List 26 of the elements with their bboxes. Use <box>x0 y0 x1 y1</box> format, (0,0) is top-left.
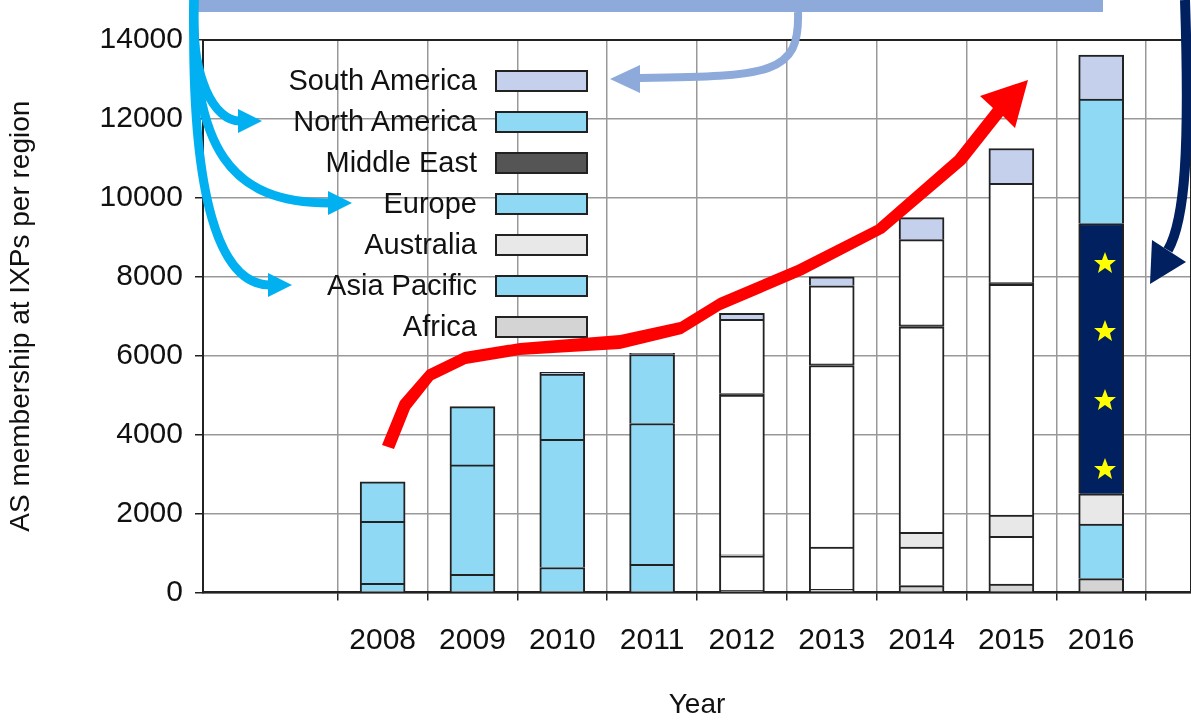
y-tick-label: 12000 <box>99 100 183 134</box>
x-tick-label: 2008 <box>349 621 417 655</box>
y-tick-label: 14000 <box>99 21 183 55</box>
y-tick-label: 6000 <box>116 336 183 370</box>
legend-label: South America <box>288 64 477 97</box>
x-tick-label: 2010 <box>528 621 596 655</box>
x-tick-label: 2016 <box>1067 621 1135 655</box>
legend-label: North America <box>293 105 477 138</box>
y-tick-label: 0 <box>166 573 183 607</box>
legend-label: Australia <box>364 228 477 261</box>
legend-label: Middle East <box>325 146 477 179</box>
x-tick-label: 2012 <box>708 621 776 655</box>
x-tick-label: 2009 <box>439 621 506 655</box>
legend-label: Asia Pacific <box>327 269 477 302</box>
legend-label: Africa <box>402 310 477 343</box>
x-tick-label: 2013 <box>798 621 866 655</box>
x-tick-label: 2011 <box>619 621 685 655</box>
x-axis-title: Year <box>668 687 726 719</box>
legend-label: Europe <box>383 187 477 220</box>
y-tick-label: 10000 <box>99 179 183 213</box>
y-tick-label: 8000 <box>116 258 183 292</box>
x-tick-label: 2014 <box>888 621 955 655</box>
y-axis-title: AS membership at IXPs per region <box>3 100 35 532</box>
y-tick-label: 4000 <box>116 415 183 449</box>
x-tick-label: 2015 <box>977 621 1045 655</box>
y-tick-label: 2000 <box>116 494 183 528</box>
